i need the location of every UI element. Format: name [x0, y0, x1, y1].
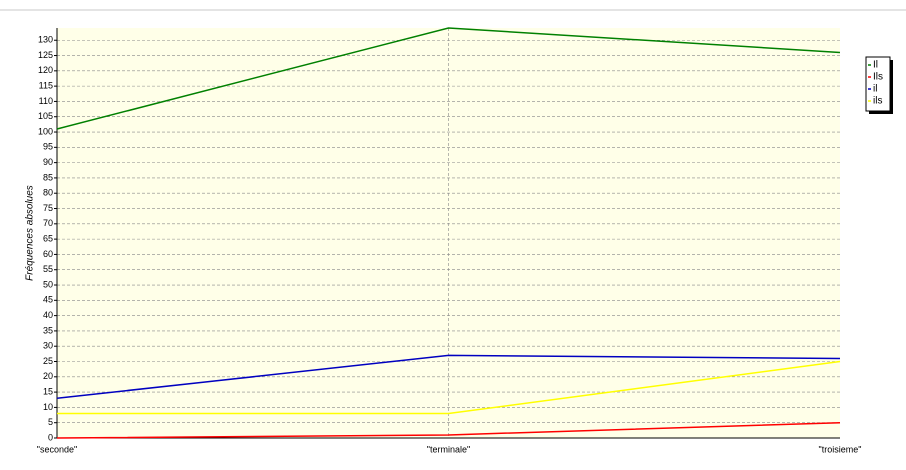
legend-label: il [873, 84, 877, 95]
y-tick-label: 60 [43, 249, 53, 259]
legend-label: ils [873, 96, 882, 107]
y-tick-label: 30 [43, 341, 53, 351]
x-tick-label: "terminale" [427, 444, 470, 454]
legend-box [865, 56, 891, 112]
y-tick-label: 65 [43, 233, 53, 243]
legend-label: Il [873, 60, 878, 71]
y-tick-label: 15 [43, 386, 53, 396]
series-line [56, 354, 841, 399]
y-tick-label: 5 [48, 417, 53, 427]
y-tick-label: 100 [38, 126, 53, 136]
y-tick-label: 10 [43, 402, 53, 412]
y-tick-label: 70 [43, 218, 53, 228]
y-tick-label: 110 [39, 96, 53, 106]
y-tick-label: 90 [43, 157, 53, 167]
x-tick-label: "troisieme" [819, 444, 862, 454]
y-tick-label: 115 [39, 81, 53, 91]
y-tick-label: 25 [43, 356, 53, 366]
legend-label: Ils [873, 72, 883, 83]
series-line [57, 360, 841, 415]
x-tick-label: "seconde" [37, 444, 77, 454]
series-line [56, 421, 841, 439]
y-tick-label: 0 [48, 432, 53, 442]
y-tick-label: 95 [43, 142, 53, 152]
y-axis-label: Fréquences absolues [25, 185, 36, 281]
series-line [56, 27, 841, 130]
y-tick-label: 45 [43, 295, 53, 305]
y-tick-label: 40 [43, 310, 53, 320]
y-tick-label: 35 [43, 325, 53, 335]
y-tick-label: 130 [38, 35, 53, 45]
y-tick-label: 85 [43, 172, 53, 182]
y-tick-label: 50 [43, 279, 53, 289]
y-tick-label: 125 [38, 50, 53, 60]
y-tick-label: 80 [43, 188, 53, 198]
y-tick-label: 55 [43, 264, 53, 274]
y-tick-label: 75 [43, 203, 53, 213]
y-tick-label: 105 [38, 111, 53, 121]
y-tick-label: 20 [43, 371, 53, 381]
y-tick-label: 120 [38, 65, 53, 75]
